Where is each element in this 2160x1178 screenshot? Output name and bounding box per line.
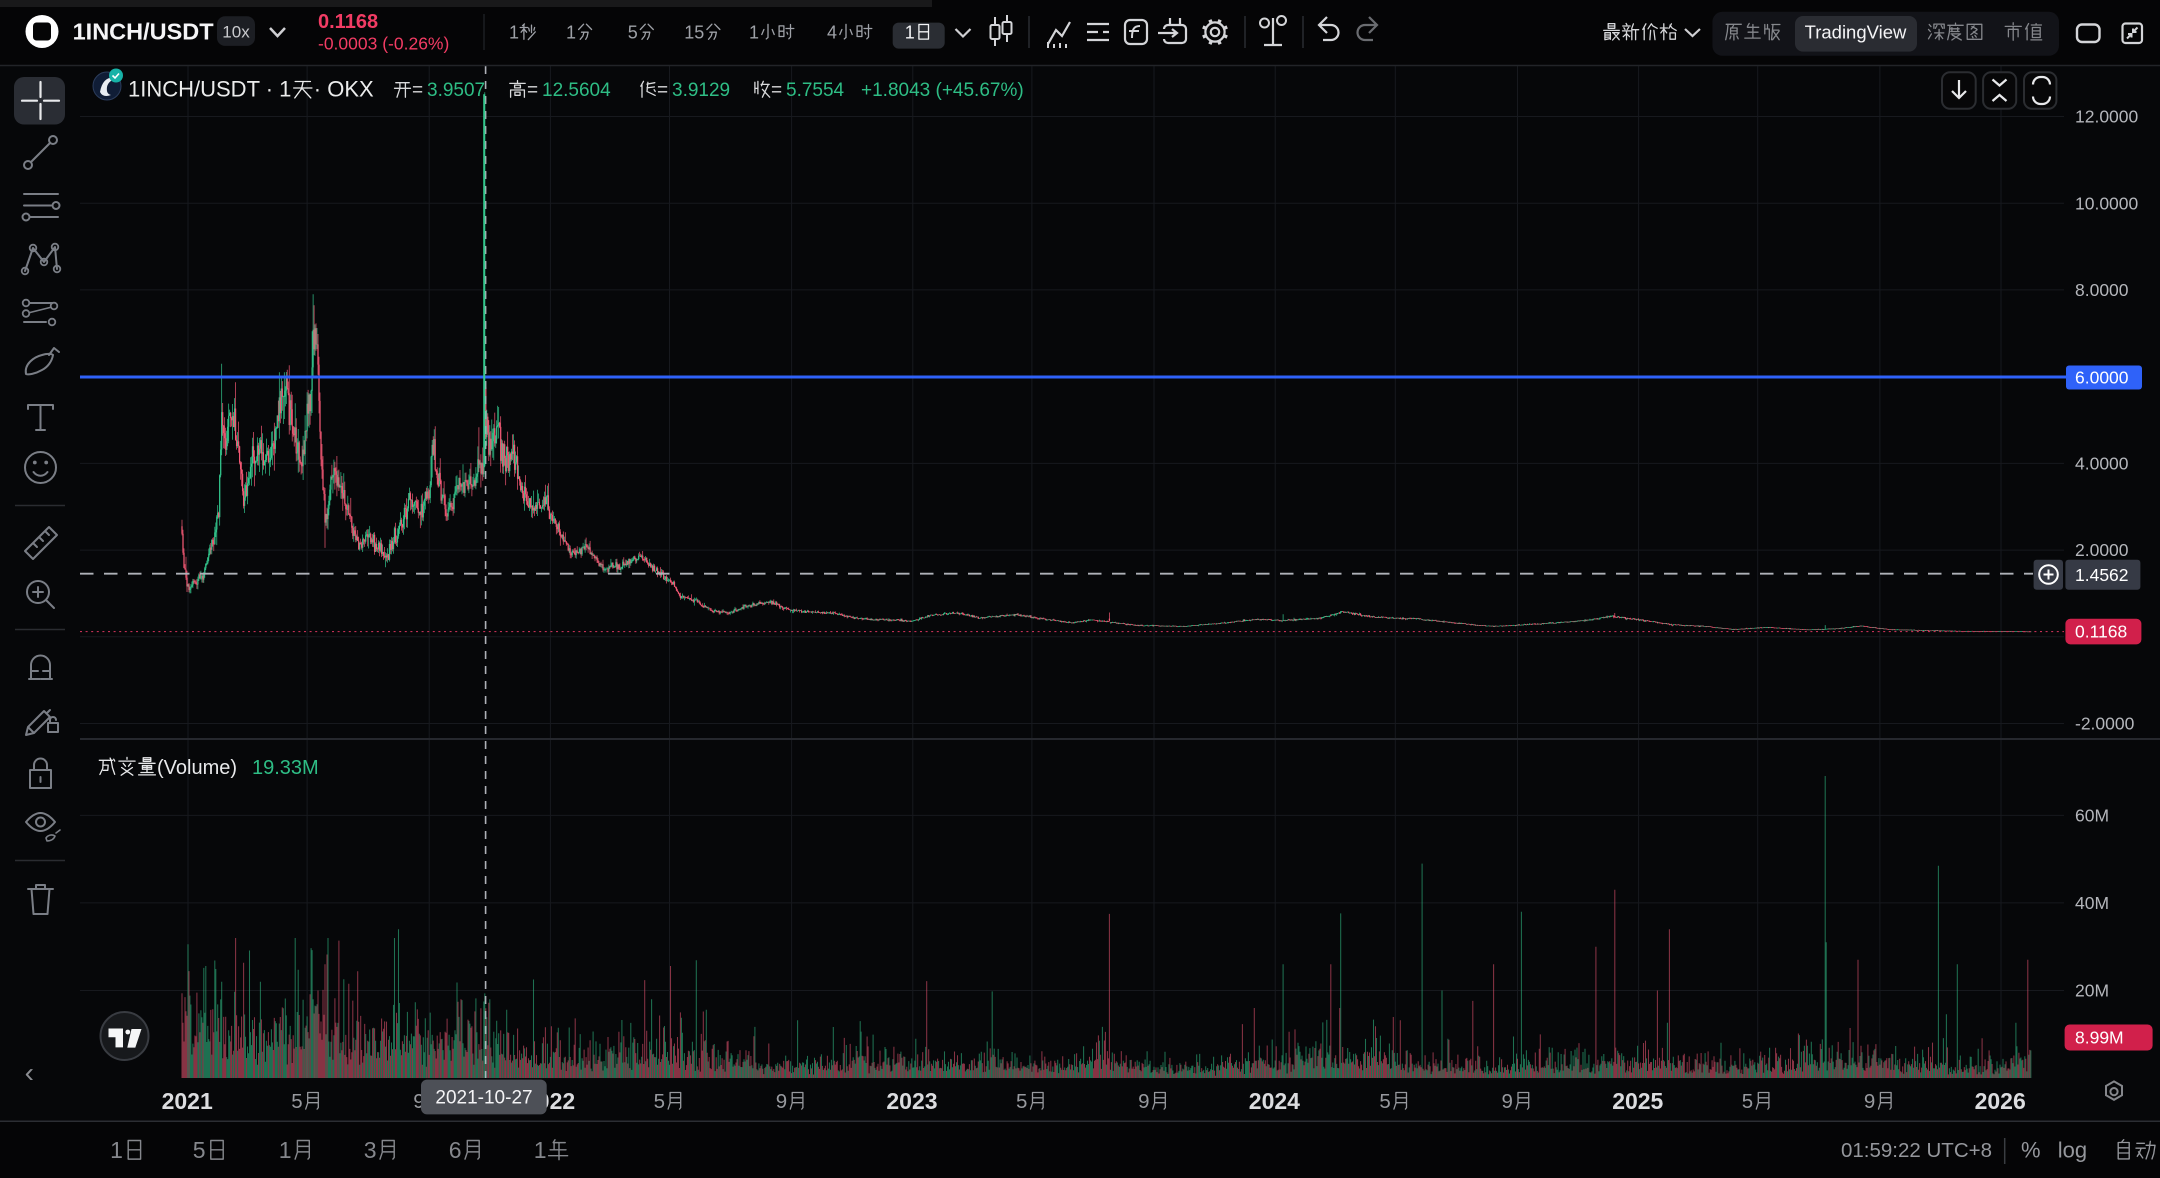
svg-text:TradingView: TradingView	[1805, 22, 1907, 43]
svg-text:2024: 2024	[1249, 1088, 1300, 1114]
svg-text:60M: 60M	[2075, 806, 2109, 826]
svg-text:9: 9	[1864, 1090, 1875, 1113]
svg-text:+1.8043 (+45.67%): +1.8043 (+45.67%)	[861, 80, 1024, 101]
svg-text:1: 1	[110, 1137, 123, 1163]
svg-text:12.5604: 12.5604	[542, 80, 611, 101]
svg-text:=: =	[412, 80, 423, 101]
svg-text:1: 1	[566, 22, 576, 42]
svg-text:(Volume): (Volume)	[157, 757, 237, 779]
svg-text:2021-10-27: 2021-10-27	[435, 1088, 532, 1109]
svg-text:4.0000: 4.0000	[2075, 454, 2129, 474]
svg-text:2021: 2021	[162, 1088, 213, 1114]
svg-text:0.1168: 0.1168	[318, 11, 378, 33]
svg-text:5: 5	[193, 1137, 206, 1163]
svg-text:8.0000: 8.0000	[2075, 280, 2129, 300]
svg-text:5: 5	[1742, 1090, 1753, 1113]
svg-text:=: =	[657, 80, 668, 101]
svg-text:1: 1	[905, 22, 915, 42]
svg-text:9: 9	[413, 1090, 424, 1113]
svg-text:1.4562: 1.4562	[2075, 565, 2129, 585]
svg-text:5: 5	[628, 22, 638, 42]
svg-text:4: 4	[827, 22, 837, 42]
svg-text:9: 9	[1138, 1090, 1149, 1113]
svg-text:2023: 2023	[886, 1088, 937, 1114]
svg-text:01:59:22 UTC+8: 01:59:22 UTC+8	[1841, 1139, 1992, 1162]
svg-text:3.9129: 3.9129	[672, 80, 730, 101]
svg-text:3.9507: 3.9507	[427, 80, 485, 101]
svg-text:9: 9	[1502, 1090, 1513, 1113]
svg-text:8.99M: 8.99M	[2075, 1028, 2124, 1048]
svg-text:5.7554: 5.7554	[786, 80, 845, 101]
svg-text:6.0000: 6.0000	[2075, 368, 2129, 388]
svg-text:19.33M: 19.33M	[252, 757, 319, 779]
svg-text:%: %	[2021, 1138, 2041, 1163]
svg-text:-0.0003 (-0.26%): -0.0003 (-0.26%)	[318, 34, 449, 54]
svg-text:· OKX: · OKX	[314, 77, 374, 102]
svg-text:15: 15	[684, 22, 704, 42]
svg-text:1: 1	[509, 22, 519, 42]
svg-text:0.1168: 0.1168	[2075, 622, 2127, 642]
svg-text:1INCH/USDT: 1INCH/USDT	[73, 19, 215, 45]
svg-text:5: 5	[654, 1090, 665, 1113]
svg-text:-2.0000: -2.0000	[2075, 714, 2135, 734]
svg-text:=: =	[527, 80, 538, 101]
svg-text:9: 9	[776, 1090, 787, 1113]
svg-text:40M: 40M	[2075, 893, 2109, 913]
svg-text:20M: 20M	[2075, 981, 2109, 1001]
svg-text:5: 5	[291, 1090, 302, 1113]
svg-text:2025: 2025	[1612, 1088, 1663, 1114]
svg-text:5: 5	[1016, 1090, 1027, 1113]
svg-text:1: 1	[534, 1137, 547, 1163]
svg-text:‹: ‹	[25, 1057, 34, 1088]
svg-text:1: 1	[279, 1137, 292, 1163]
svg-text:5: 5	[1379, 1090, 1390, 1113]
svg-text:2026: 2026	[1975, 1088, 2026, 1114]
svg-text:log: log	[2058, 1138, 2087, 1163]
svg-text:1INCH/USDT · 1: 1INCH/USDT · 1	[128, 77, 291, 102]
svg-text:12.0000: 12.0000	[2075, 107, 2139, 127]
svg-text:=: =	[771, 80, 782, 101]
svg-text:2.0000: 2.0000	[2075, 540, 2129, 560]
svg-text:6: 6	[449, 1137, 462, 1163]
svg-text:10.0000: 10.0000	[2075, 193, 2139, 213]
svg-text:1: 1	[749, 22, 759, 42]
svg-text:3: 3	[364, 1137, 377, 1163]
svg-text:10x: 10x	[222, 23, 250, 42]
